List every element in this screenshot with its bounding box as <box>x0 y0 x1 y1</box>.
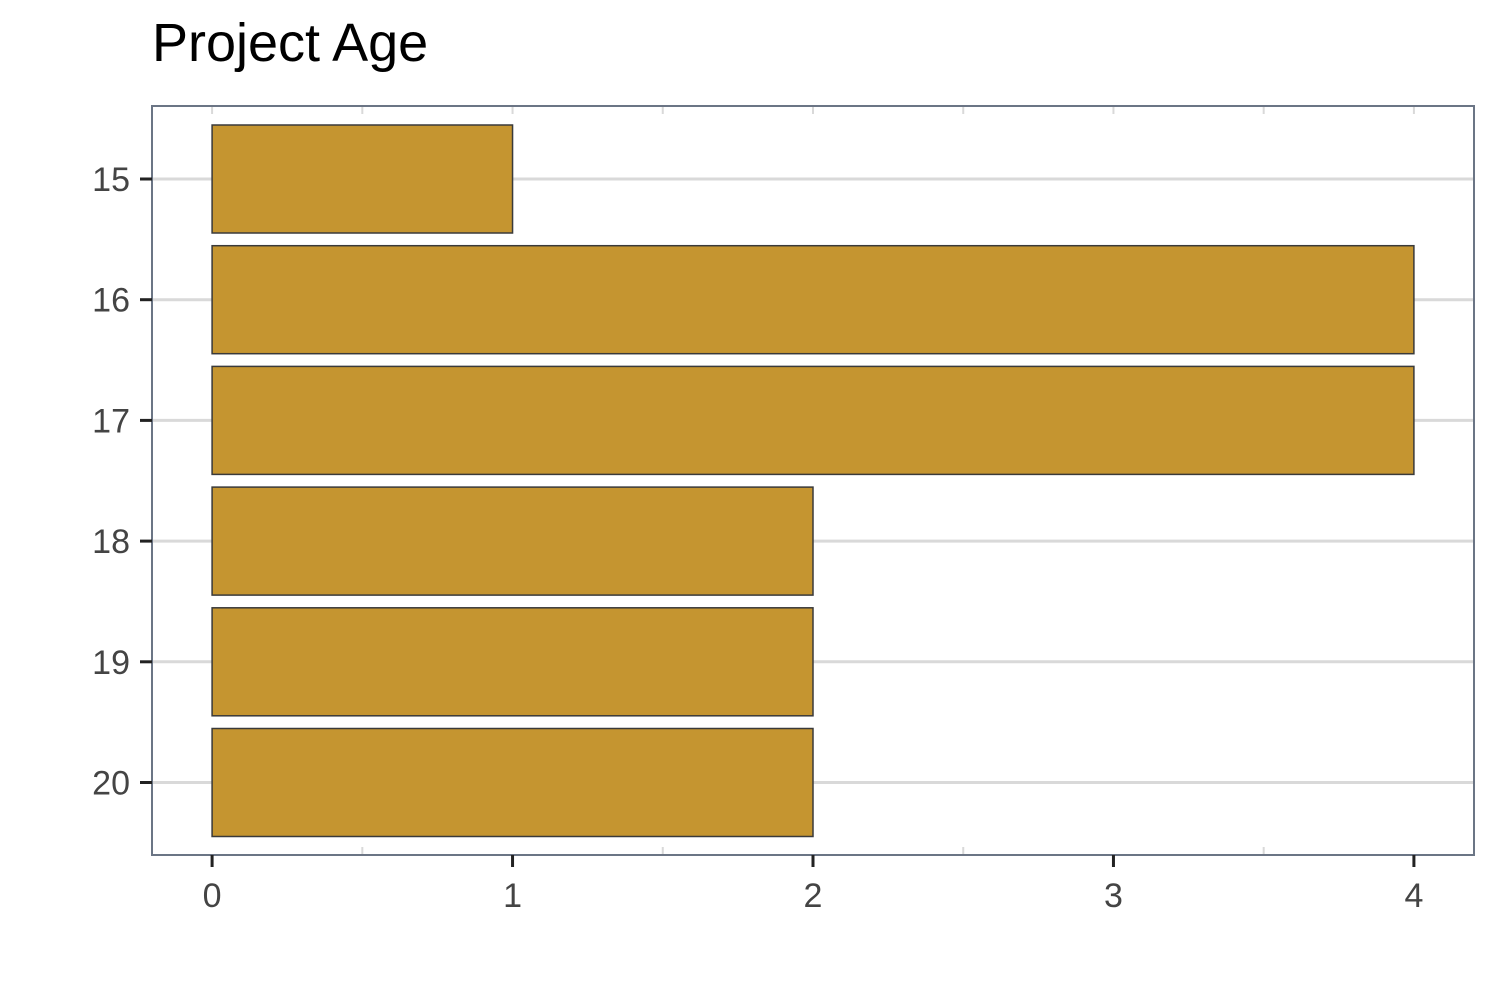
x-tick-label: 4 <box>1404 877 1423 915</box>
x-tick-label: 2 <box>804 877 823 915</box>
y-tick-label: 17 <box>92 402 130 440</box>
y-axis: 15 16 17 18 19 20 <box>92 161 152 803</box>
bar-16 <box>211 244 1415 355</box>
bar-19 <box>211 607 814 717</box>
y-tick-label: 16 <box>92 282 130 320</box>
y-tick-label: 19 <box>92 644 130 682</box>
x-axis: 0 1 2 3 4 <box>203 855 1423 915</box>
bar-17 <box>211 365 1415 476</box>
bar-20 <box>211 727 814 838</box>
y-tick-label: 20 <box>92 765 130 803</box>
bar-18 <box>211 486 814 596</box>
chart-title: Project Age <box>152 13 429 73</box>
y-tick-label: 15 <box>92 161 130 199</box>
x-tick-label: 0 <box>203 877 222 915</box>
y-tick-label: 18 <box>92 523 130 561</box>
x-tick-label: 3 <box>1104 877 1123 915</box>
x-tick-label: 1 <box>503 877 522 915</box>
bar-15 <box>211 124 514 234</box>
bars <box>211 124 1415 838</box>
